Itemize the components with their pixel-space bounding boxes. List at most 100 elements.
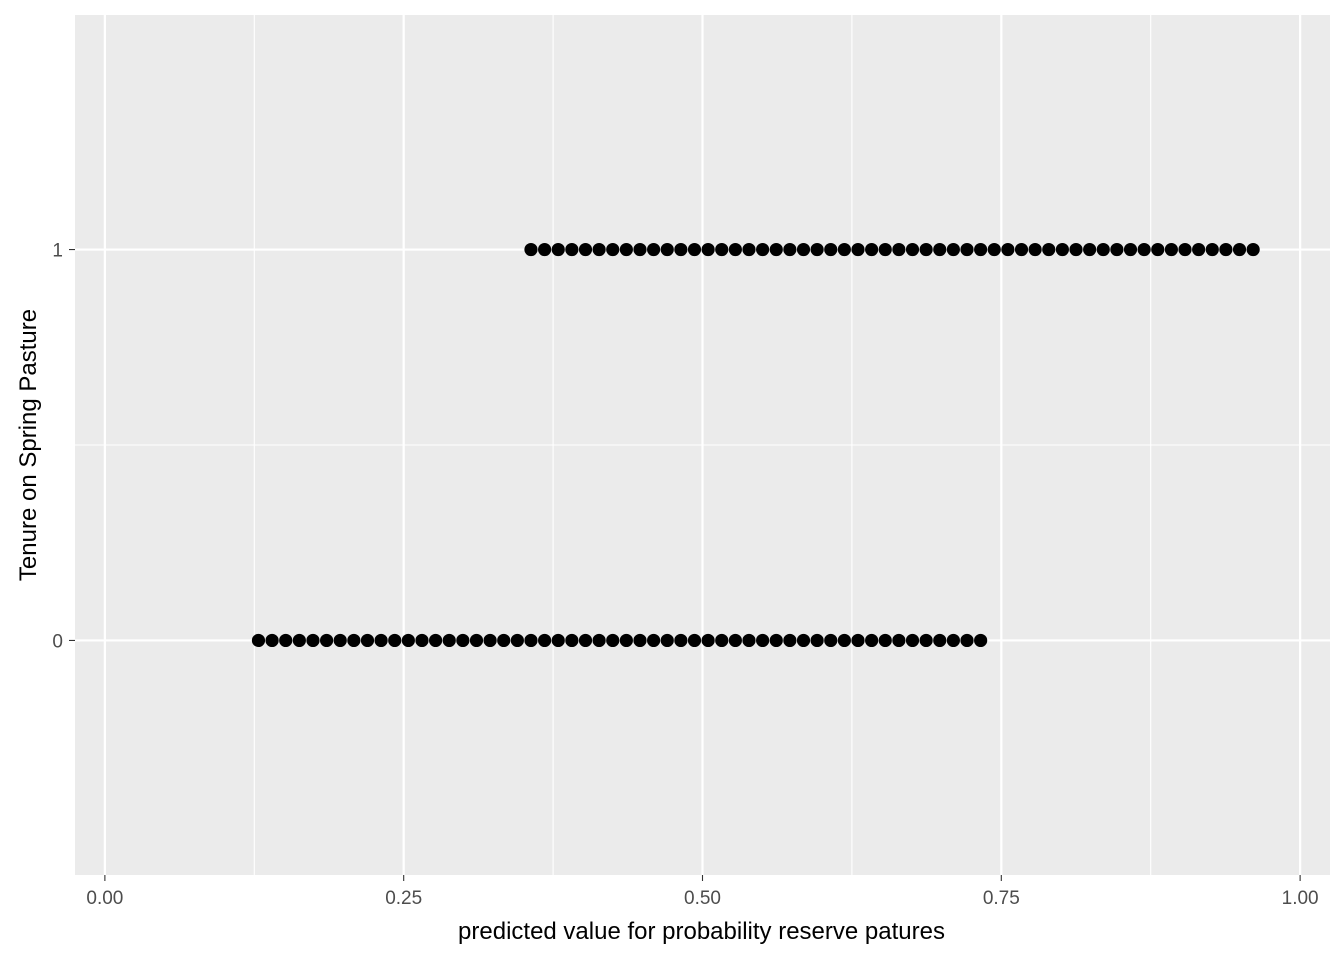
y-axis-ticks: 01 — [52, 241, 75, 652]
data-point — [878, 633, 892, 648]
data-point — [306, 633, 320, 648]
data-point — [292, 633, 306, 648]
data-point — [783, 633, 797, 648]
x-tick-label: 1.00 — [1282, 888, 1319, 909]
data-point — [524, 242, 538, 257]
data-point — [647, 242, 661, 257]
data-point — [1083, 242, 1097, 257]
data-point — [551, 633, 565, 648]
data-point — [633, 242, 647, 257]
data-point — [1151, 242, 1165, 257]
data-point — [619, 633, 633, 648]
data-point — [837, 633, 851, 648]
data-point — [1096, 242, 1110, 257]
data-point — [1001, 242, 1015, 257]
data-point — [442, 633, 456, 648]
data-point — [769, 242, 783, 257]
data-point — [538, 242, 552, 257]
x-tick-label: 0.50 — [684, 888, 721, 909]
data-point — [960, 633, 974, 648]
data-point — [687, 242, 702, 257]
data-point — [919, 633, 933, 648]
data-point — [946, 242, 960, 257]
x-axis-title: predicted value for probability reserve … — [458, 918, 945, 945]
data-point — [415, 633, 429, 648]
data-point — [1014, 242, 1029, 257]
data-point — [933, 633, 947, 648]
data-point — [1069, 242, 1083, 257]
data-point — [865, 633, 879, 648]
data-point — [469, 633, 484, 648]
data-point — [1110, 242, 1124, 257]
data-point — [851, 633, 865, 648]
data-point — [851, 242, 865, 257]
data-point — [592, 242, 606, 257]
x-axis-ticks: 0.00 0.25 0.50 0.75 1.00 — [86, 875, 1319, 909]
data-point — [1246, 242, 1260, 257]
data-point — [524, 633, 538, 648]
data-point — [987, 242, 1001, 257]
data-point — [905, 633, 920, 648]
data-point — [728, 242, 742, 257]
x-tick-label: 0.25 — [385, 888, 422, 909]
data-point — [701, 633, 715, 648]
data-point — [796, 242, 811, 257]
data-point — [1232, 242, 1247, 257]
y-tick-label: 1 — [52, 241, 63, 262]
data-point — [592, 633, 606, 648]
y-tick-label: 0 — [52, 631, 63, 652]
data-points — [251, 242, 1260, 648]
data-point — [1178, 242, 1192, 257]
data-point — [1205, 242, 1219, 257]
data-point — [388, 633, 402, 648]
data-point — [251, 633, 266, 648]
data-point — [265, 633, 279, 648]
data-point — [756, 242, 770, 257]
data-point — [742, 633, 756, 648]
data-point — [633, 633, 647, 648]
data-point — [810, 242, 824, 257]
data-point — [456, 633, 470, 648]
data-point — [796, 633, 811, 648]
data-point — [429, 633, 443, 648]
data-point — [619, 242, 633, 257]
data-point — [687, 633, 702, 648]
data-point — [401, 633, 415, 648]
x-tick-label: 0.75 — [983, 888, 1020, 909]
data-point — [333, 633, 347, 648]
data-point — [374, 633, 388, 648]
data-point — [892, 633, 906, 648]
data-point — [1042, 242, 1056, 257]
data-point — [497, 633, 511, 648]
data-point — [824, 633, 838, 648]
data-point — [483, 633, 497, 648]
data-point — [606, 242, 620, 257]
data-point — [551, 242, 565, 257]
data-point — [783, 242, 797, 257]
data-point — [578, 242, 593, 257]
data-point — [565, 633, 579, 648]
data-point — [756, 633, 770, 648]
data-point — [742, 242, 756, 257]
data-point — [865, 242, 879, 257]
data-point — [565, 242, 579, 257]
data-point — [1123, 242, 1138, 257]
data-point — [1192, 242, 1206, 257]
data-point — [715, 242, 729, 257]
data-point — [578, 633, 593, 648]
data-point — [674, 242, 688, 257]
data-point — [715, 633, 729, 648]
data-point — [647, 633, 661, 648]
data-point — [510, 633, 524, 648]
data-point — [674, 633, 688, 648]
data-point — [360, 633, 375, 648]
data-point — [905, 242, 920, 257]
data-point — [1137, 242, 1151, 257]
data-point — [824, 242, 838, 257]
data-point — [892, 242, 906, 257]
data-point — [320, 633, 334, 648]
data-point — [933, 242, 947, 257]
data-point — [974, 633, 988, 648]
